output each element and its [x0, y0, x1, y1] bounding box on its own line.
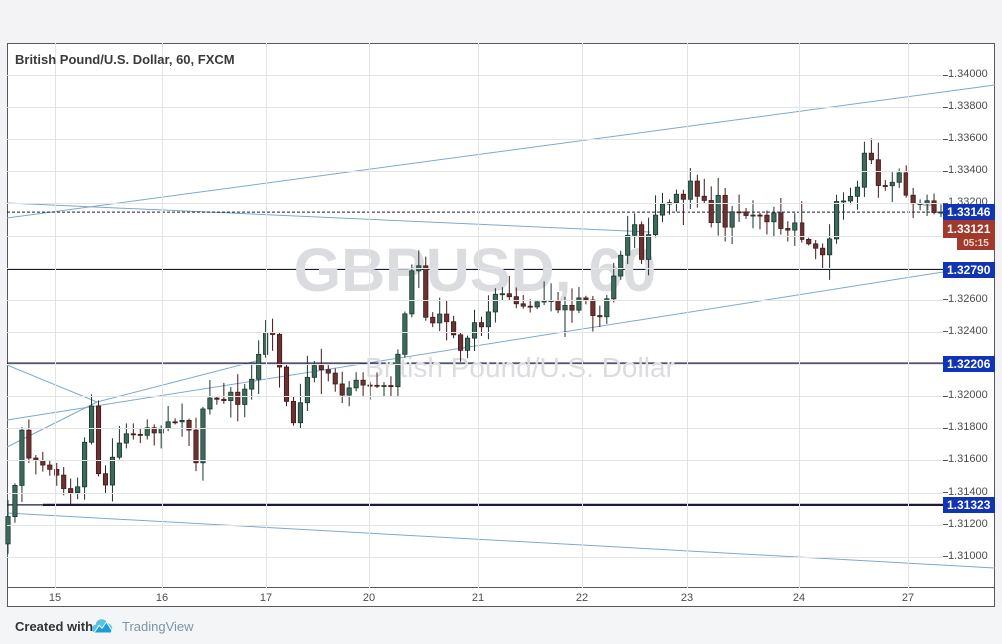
svg-text:GBPUSD, 60: GBPUSD, 60 [294, 236, 657, 304]
svg-text:British Pound/U.S. Dollar: British Pound/U.S. Dollar [365, 352, 675, 383]
